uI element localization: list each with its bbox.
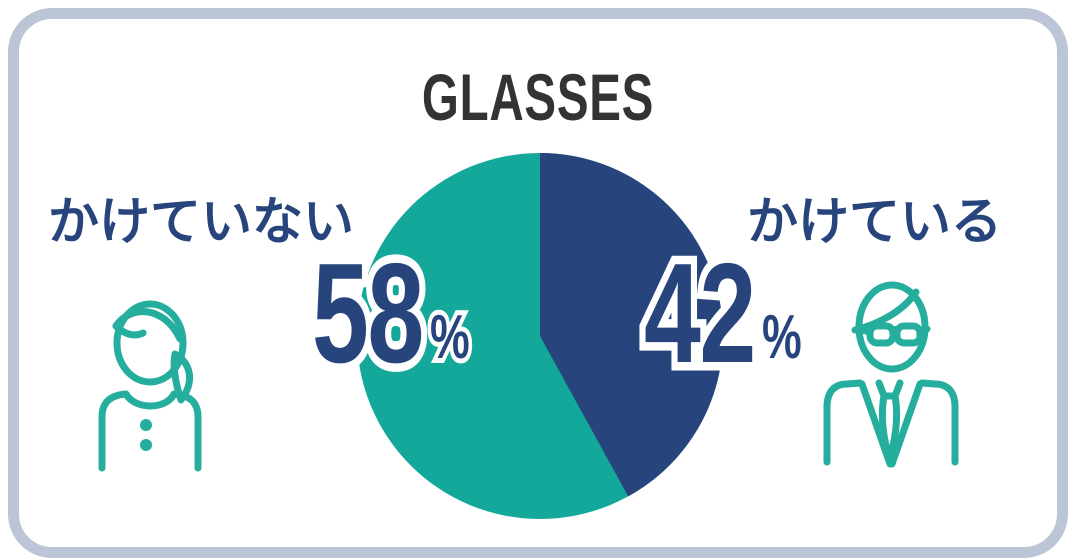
value-wearing-number: 42 [644, 243, 756, 386]
value-wearing: 42 % [644, 243, 802, 386]
woman-body [98, 390, 202, 472]
label-wearing: かけている [747, 193, 1003, 250]
man-tie-knot [875, 379, 904, 400]
label-not-wearing: かけていない [48, 193, 355, 250]
man-glasses-left-temple [854, 325, 874, 336]
woman-ponytail [170, 350, 193, 404]
man-suit-left-arm [823, 379, 864, 466]
man-glasses-bridge [889, 326, 901, 335]
value-not-wearing: 58 % [312, 243, 470, 386]
woman-button-top [140, 419, 152, 431]
value-not-wearing-number: 58 [312, 243, 424, 386]
man-tie-body [878, 392, 901, 464]
woman-head [113, 300, 187, 386]
man-with-glasses-icon [823, 281, 959, 468]
man-glasses-right-lens [893, 322, 924, 347]
chart-title: GLASSES [421, 60, 655, 134]
man-glasses-right-temple [916, 325, 931, 336]
woman-without-glasses-icon [98, 300, 202, 472]
woman-button-bottom [140, 439, 152, 451]
man-suit-right-arm [918, 379, 959, 466]
value-not-wearing-percent-sign: % [430, 307, 470, 370]
man-glasses-left-lens [866, 322, 897, 347]
woman-hair-fringe [112, 308, 184, 343]
man-suit-right-lapel [888, 380, 924, 468]
woman-hair-lock [112, 322, 147, 339]
value-wearing-percent-sign: % [762, 307, 802, 370]
